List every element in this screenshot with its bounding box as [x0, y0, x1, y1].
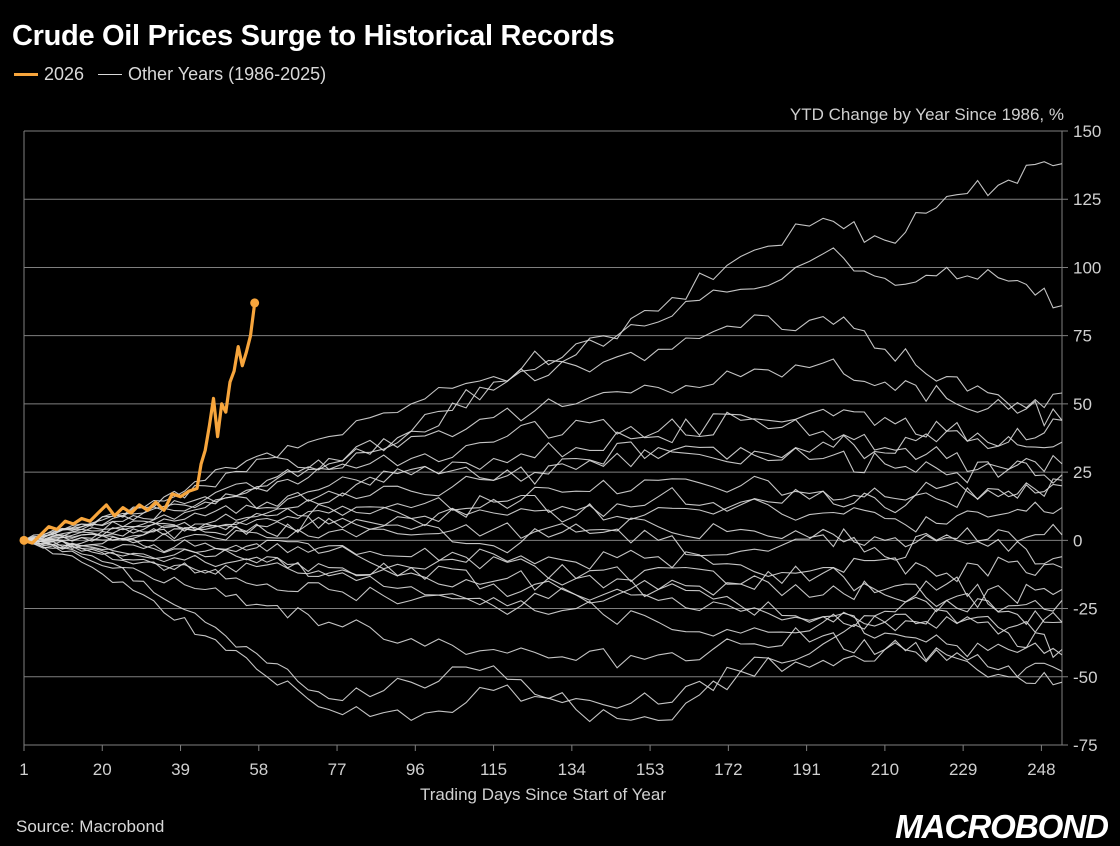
y-tick-label: 0	[1073, 531, 1082, 550]
series-line-other-year	[23, 539, 1063, 635]
series-line-other-year	[23, 539, 1063, 678]
y-tick-label: -50	[1073, 668, 1098, 687]
series-start-point-2026	[19, 535, 29, 545]
x-tick-label: 39	[171, 760, 190, 779]
series-line-other-year	[23, 408, 1063, 541]
series-line-other-year	[23, 539, 1063, 722]
series-line-other-year	[23, 539, 1063, 583]
series-line-other-year	[23, 538, 1063, 637]
y-tick-label: -75	[1073, 736, 1098, 755]
x-tick-label: 20	[93, 760, 112, 779]
x-tick-label: 229	[949, 760, 977, 779]
y-tick-label: -25	[1073, 600, 1098, 619]
legend-label-2026: 2026	[44, 64, 85, 84]
series-line-other-year	[23, 539, 1063, 658]
source-note: Source: Macrobond	[16, 817, 165, 836]
legend-item-2026: 2026	[14, 64, 84, 85]
x-tick-label: 210	[871, 760, 899, 779]
x-tick-label: 1	[19, 760, 28, 779]
y-tick-label: 50	[1073, 395, 1092, 414]
x-tick-label: 134	[558, 760, 586, 779]
x-tick-label: 58	[249, 760, 268, 779]
x-tick-label: 115	[480, 760, 507, 779]
series-line-other-year	[23, 418, 1063, 541]
series-line-other-year	[23, 358, 1063, 541]
x-axis-title: Trading Days Since Start of Year	[420, 785, 666, 804]
other-years-series	[23, 161, 1063, 723]
series-line-other-year	[23, 515, 1063, 565]
x-tick-label: 77	[328, 760, 347, 779]
chart-title: Crude Oil Prices Surge to Historical Rec…	[12, 20, 615, 52]
y-tick-label: 75	[1073, 327, 1092, 346]
y-tick-label: 150	[1073, 122, 1101, 141]
x-tick-label: 153	[636, 760, 664, 779]
series-line-other-year	[23, 531, 1063, 613]
series-line-other-year	[23, 539, 1063, 723]
series-line-other-year	[23, 498, 1063, 546]
series-line-other-year	[23, 247, 1063, 541]
series-line-other-year	[23, 314, 1063, 542]
series-line-other-year	[23, 538, 1063, 609]
series-line-2026	[23, 302, 257, 545]
x-tick-label: 172	[714, 760, 742, 779]
x-tick-label: 248	[1027, 760, 1055, 779]
macrobond-logo: MACROBOND	[895, 808, 1109, 845]
series-line-other-year	[23, 517, 1063, 548]
series-line-other-year	[23, 445, 1063, 541]
series-line-other-year	[23, 478, 1063, 542]
axes: 150 125 100 75 50 25 0 -25 -50 -75 1 20 39 58 77 96 115 1…	[19, 105, 1101, 804]
legend-label-other-years: Other Years (1986-2025)	[128, 64, 327, 84]
legend-swatch-other-years	[98, 74, 123, 75]
series-line-other-year	[23, 413, 1063, 541]
y-tick-label: 25	[1073, 463, 1092, 482]
x-tick-label: 96	[406, 760, 425, 779]
x-tick-label: 191	[792, 760, 820, 779]
y-tick-label: 100	[1073, 258, 1101, 277]
legend-swatch-2026	[14, 73, 38, 76]
series-line-other-year	[23, 161, 1063, 541]
series-end-point-2026	[250, 298, 260, 308]
y-tick-label: 125	[1073, 190, 1101, 209]
highlight-series-2026	[19, 298, 260, 545]
legend-item-other-years: Other Years (1986-2025)	[98, 64, 326, 85]
y-axis-title: YTD Change by Year Since 1986, %	[790, 105, 1064, 124]
grid-lines	[23, 130, 1068, 746]
legend: 2026 Other Years (1986-2025)	[14, 64, 340, 85]
